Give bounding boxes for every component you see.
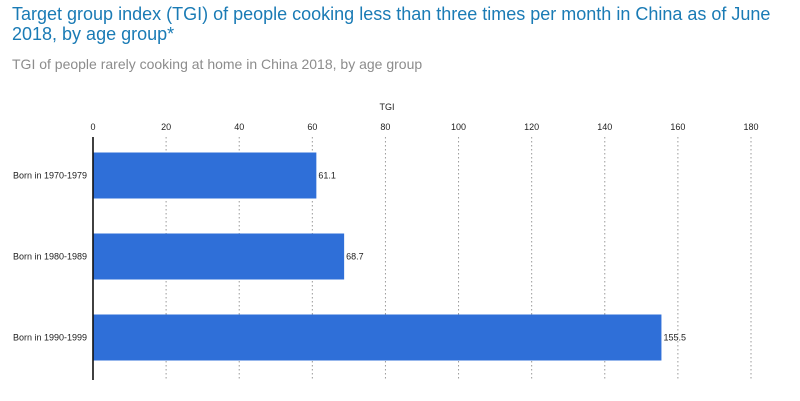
chart-subtitle: TGI of people rarely cooking at home in …: [12, 56, 423, 72]
data-label: 68.7: [346, 252, 364, 262]
bar[interactable]: [93, 233, 345, 280]
x-tick-label: 140: [597, 122, 612, 132]
x-tick-label: 120: [524, 122, 539, 132]
x-tick-label: 0: [90, 122, 95, 132]
category-label: Born in 1970-1979: [13, 171, 87, 181]
bar[interactable]: [93, 314, 662, 361]
x-tick-label: 60: [307, 122, 317, 132]
category-label: Born in 1980-1989: [13, 252, 87, 262]
x-tick-label: 100: [451, 122, 466, 132]
x-axis-title: TGI: [380, 102, 395, 112]
data-label: 155.5: [663, 333, 686, 343]
bar[interactable]: [93, 152, 317, 199]
category-labels: Born in 1970-1979 Born in 1980-1989 Born i…: [13, 171, 87, 343]
data-labels: 61.1 68.7 155.5: [318, 171, 686, 343]
x-tick-label: 80: [380, 122, 390, 132]
x-axis-ticks: 0 20 40 60 80 100 120 140 160 180: [90, 122, 758, 132]
x-tick-label: 160: [670, 122, 685, 132]
x-tick-label: 40: [234, 122, 244, 132]
chart-title: Target group index (TGI) of people cooki…: [12, 4, 771, 44]
bars: [93, 152, 662, 361]
data-label: 61.1: [318, 171, 336, 181]
category-label: Born in 1990-1999: [13, 333, 87, 343]
x-tick-label: 180: [743, 122, 758, 132]
x-tick-label: 20: [161, 122, 171, 132]
